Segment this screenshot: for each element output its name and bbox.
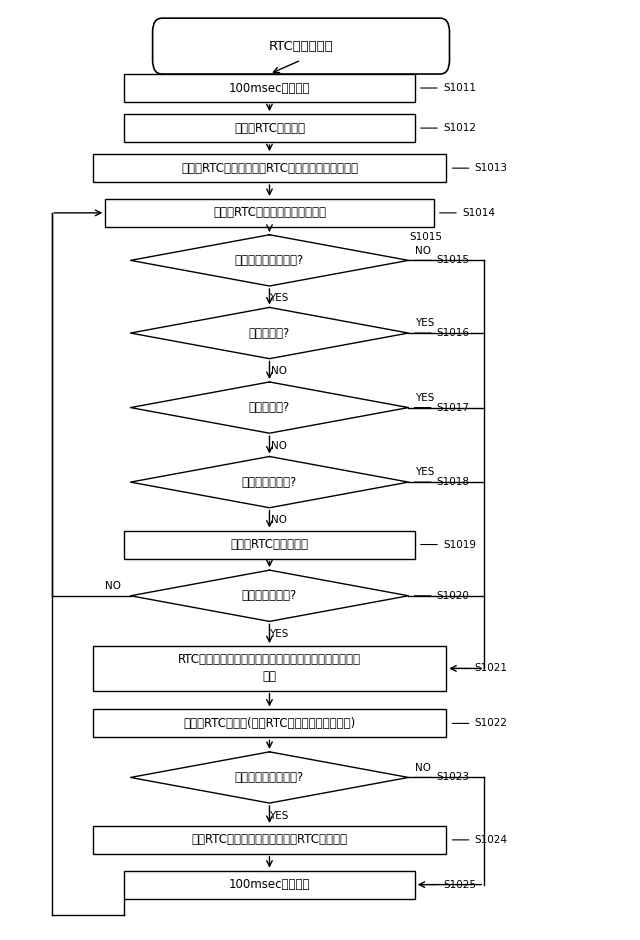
Text: NO: NO bbox=[271, 441, 287, 450]
Text: リセット検出か?: リセット検出か? bbox=[242, 476, 297, 489]
Bar bbox=[124, 74, 415, 102]
Text: S1015: S1015 bbox=[410, 232, 443, 242]
Text: 外付けRTC日時読込: 外付けRTC日時読込 bbox=[234, 121, 305, 134]
Bar bbox=[93, 710, 446, 737]
Text: S1019: S1019 bbox=[443, 540, 476, 550]
Polygon shape bbox=[131, 457, 408, 508]
Text: NO: NO bbox=[415, 245, 431, 256]
Text: S1021: S1021 bbox=[475, 664, 508, 673]
Text: NO: NO bbox=[271, 366, 287, 376]
Text: 100msec周期設定: 100msec周期設定 bbox=[228, 82, 310, 95]
Text: 外付けRTCの日時を内蔵RTC初期設定としてセット: 外付けRTCの日時を内蔵RTC初期設定としてセット bbox=[181, 162, 358, 175]
Text: YES: YES bbox=[269, 293, 289, 304]
Text: YES: YES bbox=[415, 467, 434, 478]
Text: NO: NO bbox=[105, 581, 121, 591]
Text: S1016: S1016 bbox=[437, 328, 470, 338]
FancyBboxPatch shape bbox=[152, 18, 449, 74]
Bar bbox=[93, 646, 446, 691]
Polygon shape bbox=[131, 571, 408, 621]
Bar bbox=[105, 199, 434, 227]
Text: 電源異常か?: 電源異常か? bbox=[249, 326, 290, 339]
Text: S1022: S1022 bbox=[475, 718, 508, 728]
Text: YES: YES bbox=[269, 810, 289, 821]
Text: S1025: S1025 bbox=[443, 880, 476, 889]
Text: 正常に読み込めたか?: 正常に読み込めたか? bbox=[235, 254, 304, 267]
Bar bbox=[124, 530, 415, 558]
Text: 発振異常か?: 発振異常か? bbox=[249, 401, 290, 415]
Text: S1023: S1023 bbox=[437, 773, 470, 782]
Text: 日時範囲異常か?: 日時範囲異常か? bbox=[242, 589, 297, 603]
Polygon shape bbox=[131, 382, 408, 433]
Bar bbox=[93, 154, 446, 182]
Text: 内蔵RTCの日時データを外付けRTCにセット: 内蔵RTCの日時データを外付けRTCにセット bbox=[191, 834, 348, 846]
Text: S1020: S1020 bbox=[437, 590, 470, 601]
Text: NO: NO bbox=[271, 515, 287, 525]
Text: S1014: S1014 bbox=[462, 208, 495, 218]
Text: S1018: S1018 bbox=[437, 478, 470, 487]
Text: S1024: S1024 bbox=[475, 835, 508, 845]
Text: S1013: S1013 bbox=[475, 164, 508, 173]
Text: S1012: S1012 bbox=[443, 123, 476, 133]
Text: 外付けRTCステータス情報読込み: 外付けRTCステータス情報読込み bbox=[213, 207, 326, 219]
Text: RTCエラー種別に対応したエラーコードをエラー情報に
登録: RTCエラー種別に対応したエラーコードをエラー情報に 登録 bbox=[178, 653, 361, 683]
Bar bbox=[124, 114, 415, 142]
Text: RTC制御タスク: RTC制御タスク bbox=[269, 39, 333, 53]
Text: S1011: S1011 bbox=[443, 83, 476, 93]
Text: NO: NO bbox=[415, 762, 431, 773]
Text: 100msec周期待ち: 100msec周期待ち bbox=[228, 878, 310, 891]
Bar bbox=[124, 870, 415, 899]
Polygon shape bbox=[131, 235, 408, 286]
Text: 日時設定変更ありか?: 日時設定変更ありか? bbox=[235, 771, 304, 784]
Text: YES: YES bbox=[269, 629, 289, 639]
Text: S1015: S1015 bbox=[437, 256, 470, 265]
Bar bbox=[93, 826, 446, 854]
Text: YES: YES bbox=[415, 393, 434, 403]
Polygon shape bbox=[131, 307, 408, 359]
Polygon shape bbox=[131, 752, 408, 803]
Text: YES: YES bbox=[415, 319, 434, 328]
Text: 外付けRTC日時読込み: 外付けRTC日時読込み bbox=[230, 538, 308, 551]
Text: 外付けRTC初期化(内蔵RTCの現在日時をセット): 外付けRTC初期化(内蔵RTCの現在日時をセット) bbox=[183, 717, 356, 730]
Text: S1017: S1017 bbox=[437, 402, 470, 413]
